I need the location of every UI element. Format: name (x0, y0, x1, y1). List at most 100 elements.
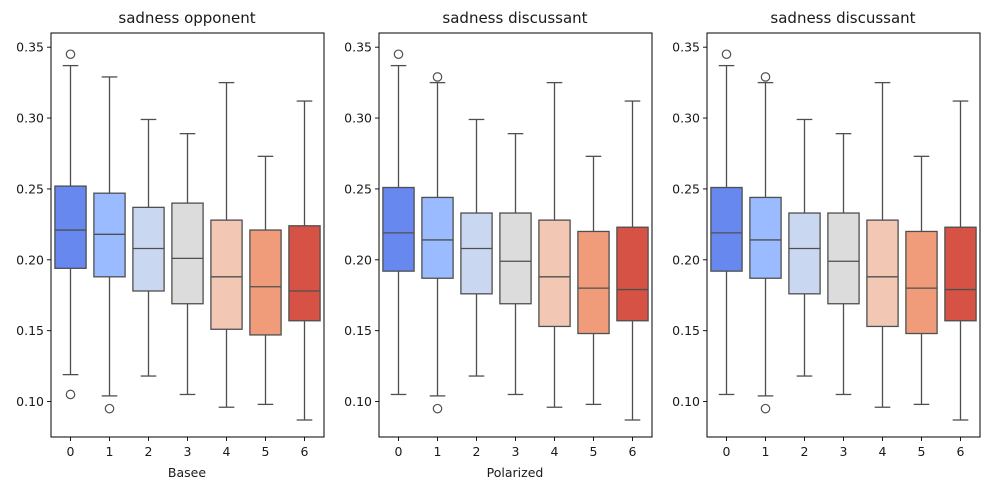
box-1 (93, 76, 126, 414)
x-tick-label: 2 (145, 444, 153, 459)
panel-title: sadness discussant (770, 9, 915, 27)
axes-frame (378, 32, 653, 438)
box-iqr (538, 219, 571, 328)
outlier-point (760, 72, 771, 82)
box-6 (288, 100, 321, 421)
x-tick-label: 6 (301, 444, 309, 459)
y-tick-label: 0.25 (16, 181, 44, 196)
box-iqr (288, 225, 321, 322)
box-3 (499, 132, 532, 396)
outlier-point (393, 49, 404, 60)
box-iqr (499, 212, 532, 305)
box-5 (577, 155, 610, 406)
box-1 (421, 72, 454, 414)
x-tick-label: 3 (184, 444, 192, 459)
outlier-point (721, 49, 732, 60)
box-2 (460, 118, 493, 377)
panel-title: sadness discussant (442, 9, 587, 27)
y-tick-label: 0.35 (672, 40, 700, 55)
x-tick-label: 4 (223, 444, 231, 459)
x-tick-label: 3 (840, 444, 848, 459)
box-iqr (577, 230, 610, 335)
y-tick-label: 0.25 (344, 181, 372, 196)
box-iqr (749, 196, 782, 279)
y-tick-label: 0.20 (344, 252, 372, 267)
box-iqr (616, 226, 649, 322)
x-tick-label: 5 (918, 444, 926, 459)
y-tick-label: 0.35 (344, 40, 372, 55)
x-axis-label: Polarized (487, 465, 544, 480)
x-tick-label: 6 (957, 444, 965, 459)
box-iqr (710, 186, 743, 272)
box-2 (132, 118, 165, 377)
y-tick-label: 0.20 (16, 252, 44, 267)
panel-plot-area: 0.10 0.15 0.20 0.25 0.30 0.35 0 1 2 3 4 5 6 (344, 32, 653, 459)
box-iqr (905, 230, 938, 335)
x-tick-label: 0 (395, 444, 403, 459)
box-iqr (866, 219, 899, 328)
y-tick-label: 0.10 (672, 394, 700, 409)
box-6 (944, 100, 977, 421)
y-tick-label: 0.20 (672, 252, 700, 267)
outlier-point (65, 389, 76, 400)
box-2 (788, 118, 821, 377)
box-iqr (827, 212, 860, 305)
box-iqr (93, 192, 126, 278)
y-tick-label: 0.15 (344, 323, 372, 338)
box-4 (538, 81, 571, 408)
box-iqr (171, 202, 204, 305)
panel-title: sadness opponent (118, 9, 255, 27)
y-tick-label: 0.15 (16, 323, 44, 338)
box-0 (710, 49, 743, 396)
x-axis-label: Basee (168, 465, 206, 480)
x-tick-label: 2 (473, 444, 481, 459)
panel-plot-area: 0.10 0.15 0.20 0.25 0.30 0.35 0 1 2 3 4 5 6 (16, 32, 325, 459)
box-iqr (132, 206, 165, 292)
y-tick-label: 0.30 (672, 111, 700, 126)
box-1 (749, 72, 782, 414)
panel-plot-area: 0.10 0.15 0.20 0.25 0.30 0.35 0 1 2 3 4 5 6 (672, 32, 981, 459)
box-iqr (421, 196, 454, 279)
outlier-point (65, 49, 76, 60)
box-5 (905, 155, 938, 406)
panel-sadness-discussant: sadness discussant 0.100.150.200.250.300… (672, 9, 981, 459)
axes-frame (50, 32, 325, 438)
box-4 (866, 81, 899, 408)
y-tick-label: 0.15 (672, 323, 700, 338)
box-iqr (54, 185, 87, 269)
y-tick-label: 0.10 (344, 394, 372, 409)
box-6 (616, 100, 649, 421)
x-tick-label: 5 (590, 444, 598, 459)
x-tick-label: 1 (762, 444, 770, 459)
x-tick-label: 5 (262, 444, 270, 459)
outlier-point (432, 403, 443, 414)
box-3 (171, 132, 204, 396)
outlier-point (432, 72, 443, 82)
box-iqr (249, 229, 282, 336)
box-iqr (788, 212, 821, 295)
x-tick-label: 0 (723, 444, 731, 459)
box-0 (54, 49, 87, 400)
x-tick-label: 6 (629, 444, 637, 459)
x-tick-label: 3 (512, 444, 520, 459)
box-3 (827, 132, 860, 396)
box-iqr (382, 186, 415, 272)
outlier-point (760, 403, 771, 414)
y-tick-label: 0.30 (16, 111, 44, 126)
x-tick-label: 4 (879, 444, 887, 459)
x-tick-label: 2 (801, 444, 809, 459)
box-0 (382, 49, 415, 396)
box-4 (210, 81, 243, 408)
y-tick-label: 0.25 (672, 181, 700, 196)
x-tick-label: 1 (106, 444, 114, 459)
y-tick-label: 0.30 (344, 111, 372, 126)
x-tick-label: 0 (67, 444, 75, 459)
x-tick-label: 1 (434, 444, 442, 459)
y-tick-label: 0.10 (16, 394, 44, 409)
axes-frame (706, 32, 981, 438)
box-iqr (460, 212, 493, 295)
y-tick-label: 0.35 (16, 40, 44, 55)
panel-sadness-discussant-polarized: sadness discussant Polarized 0.10 0.15 0.2… (344, 9, 653, 480)
